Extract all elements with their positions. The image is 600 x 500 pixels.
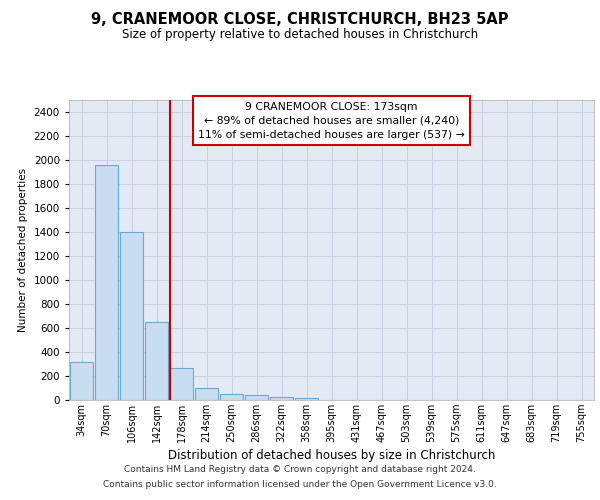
Bar — [220, 394, 243, 400]
Bar — [245, 395, 268, 400]
Bar — [295, 398, 318, 400]
X-axis label: Distribution of detached houses by size in Christchurch: Distribution of detached houses by size … — [168, 449, 495, 462]
Bar — [270, 397, 293, 400]
Bar — [145, 322, 168, 400]
Text: Contains HM Land Registry data © Crown copyright and database right 2024.: Contains HM Land Registry data © Crown c… — [124, 465, 476, 474]
Bar — [170, 368, 193, 400]
Bar — [120, 232, 143, 400]
Bar — [95, 165, 118, 400]
Y-axis label: Number of detached properties: Number of detached properties — [18, 168, 28, 332]
Bar — [195, 388, 218, 400]
Text: 9, CRANEMOOR CLOSE, CHRISTCHURCH, BH23 5AP: 9, CRANEMOOR CLOSE, CHRISTCHURCH, BH23 5… — [91, 12, 509, 28]
Text: 9 CRANEMOOR CLOSE: 173sqm
← 89% of detached houses are smaller (4,240)
11% of se: 9 CRANEMOOR CLOSE: 173sqm ← 89% of detac… — [198, 102, 465, 140]
Text: Size of property relative to detached houses in Christchurch: Size of property relative to detached ho… — [122, 28, 478, 41]
Text: Contains public sector information licensed under the Open Government Licence v3: Contains public sector information licen… — [103, 480, 497, 489]
Bar — [70, 362, 93, 400]
